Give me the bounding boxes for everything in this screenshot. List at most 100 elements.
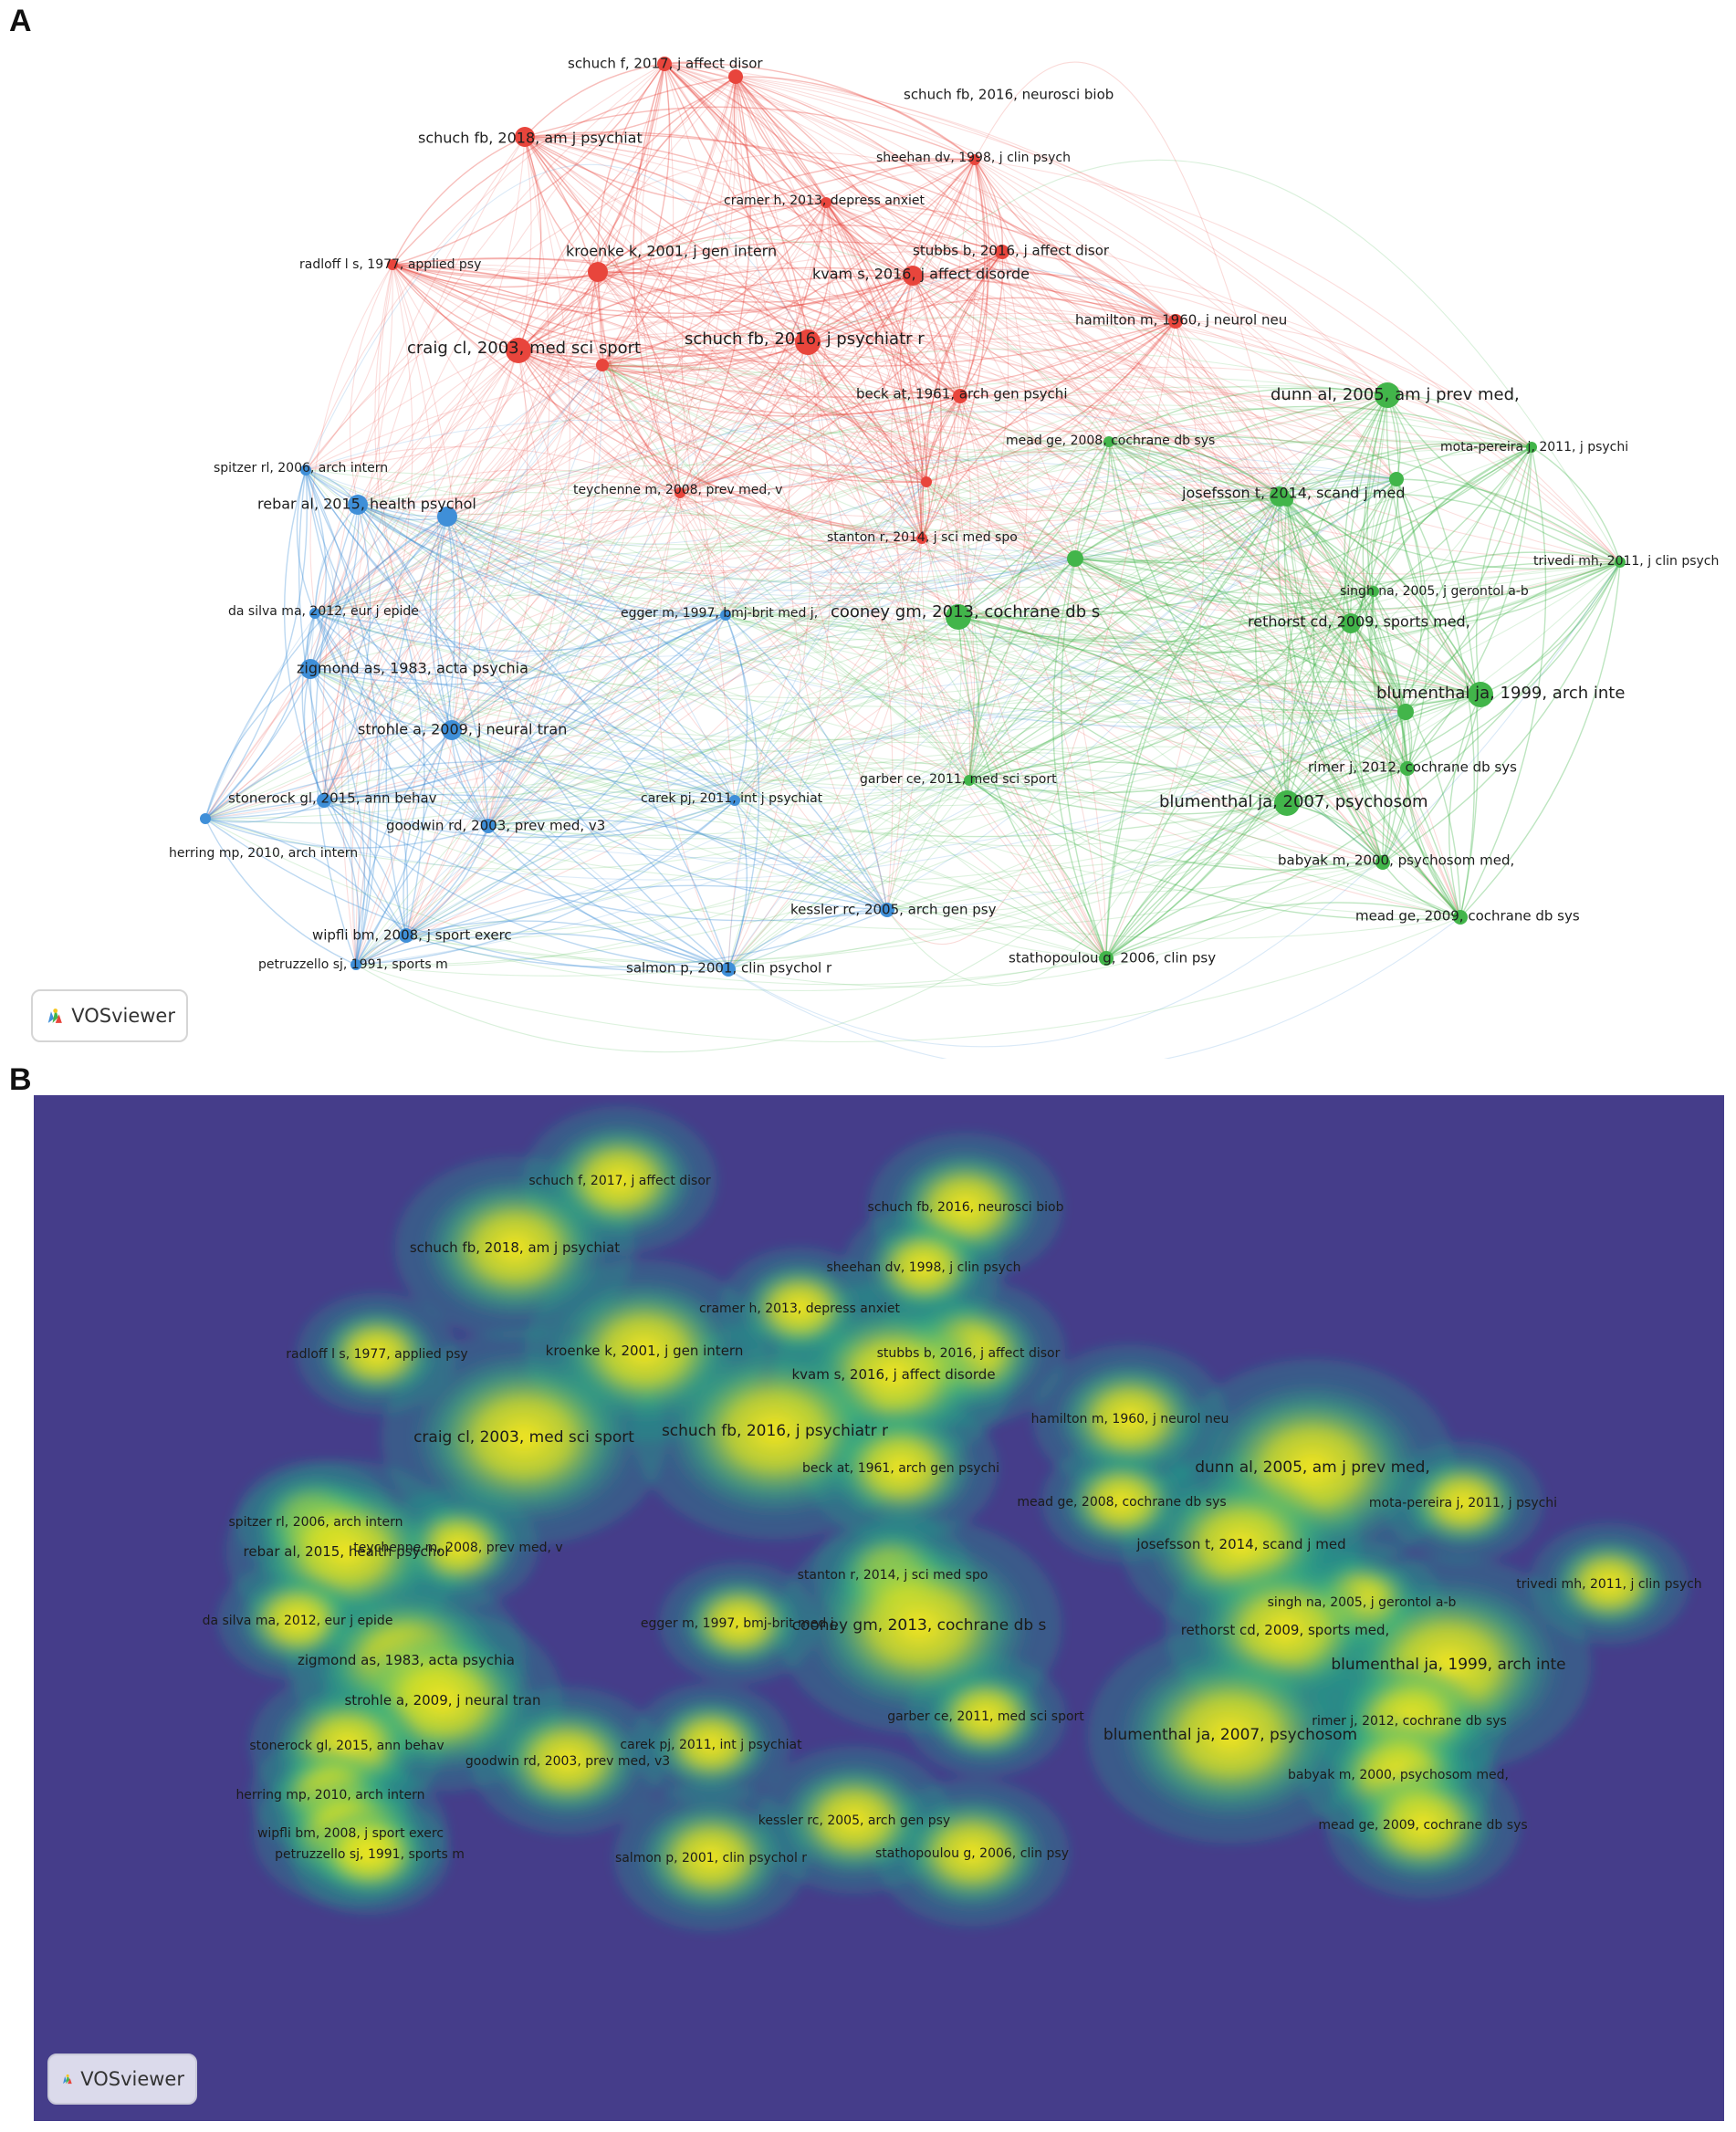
network-node[interactable] [1453,910,1468,925]
network-node[interactable] [795,329,821,355]
network-edge [601,364,1076,559]
network-node[interactable] [1368,586,1379,597]
network-node[interactable] [721,962,736,977]
network-edge [825,202,976,781]
network-node[interactable] [903,266,923,286]
network-edge [597,271,1384,863]
network-node[interactable] [1526,442,1537,453]
network-edge [968,779,1461,921]
network-node[interactable] [596,359,609,371]
network-node[interactable] [442,720,462,740]
network-node[interactable] [1099,951,1114,966]
network-node[interactable] [1375,382,1400,408]
network-node[interactable] [946,604,971,630]
network-node[interactable] [1389,472,1404,486]
network-edge [309,668,970,798]
network-node[interactable] [300,659,320,679]
network-node[interactable] [588,262,608,282]
network-node[interactable] [728,69,743,84]
network-node[interactable] [200,813,211,824]
network-edge [1286,499,1481,695]
network-edge [735,76,827,204]
network-edge [725,614,748,801]
network-edge [451,729,888,911]
network-node[interactable] [515,127,535,147]
network-edge [1052,558,1107,959]
network-edge [956,395,1107,959]
network-node[interactable] [1341,613,1361,633]
node-label: garber ce, 2011, med sci sport [860,772,1057,787]
network-edge [957,616,1384,863]
network-edge [1105,802,1288,959]
network-edge [355,701,1407,966]
node-label: rethorst cd, 2009, sports med, [1248,613,1470,631]
network-node[interactable] [437,507,457,527]
network-node[interactable] [1468,682,1493,707]
network-node[interactable] [821,197,831,208]
network-node[interactable] [675,487,685,498]
network-edge [734,751,1288,804]
network-node[interactable] [348,495,368,515]
network-node[interactable] [1615,557,1626,568]
network-edge [1459,446,1547,918]
vosviewer-logo-badge: VOSviewer [31,989,188,1042]
network-node[interactable] [1375,855,1390,870]
network-edge [405,492,681,936]
density-label: trivedi mh, 2011, j clin psych [1516,1577,1701,1592]
network-edge [487,341,809,827]
node-label: cramer h, 2013, depress anxiet [724,193,926,208]
network-edge [735,76,1288,501]
network-node[interactable] [1067,550,1083,567]
network-node[interactable] [350,959,361,970]
network-node[interactable] [921,476,932,487]
network-node[interactable] [387,259,398,270]
network-edge [597,271,1407,713]
network-node[interactable] [399,928,413,943]
network-edge [926,481,980,781]
network-edge [1105,902,1461,959]
network-edge [734,800,1107,959]
network-node[interactable] [506,338,531,363]
network-node[interactable] [317,793,331,808]
network-edge [314,492,681,614]
network-edge [323,800,736,839]
network-edge [727,558,1076,970]
network-node[interactable] [481,819,496,833]
network-node[interactable] [729,795,740,806]
network-edge [679,395,961,494]
network-node[interactable] [309,608,320,619]
network-node[interactable] [720,610,731,621]
network-visualization[interactable]: schuch f, 2017, j affect disor schuch fb,… [0,0,1736,1059]
network-edge [735,76,1375,592]
network-node[interactable] [953,389,967,403]
network-edge [323,557,1076,801]
network-edge [323,636,1481,801]
network-edge [968,478,1397,781]
network-node[interactable] [1397,704,1414,720]
network-node[interactable] [300,465,311,476]
network-node[interactable] [880,903,894,917]
network-edge [912,159,1621,563]
network-node[interactable] [1400,761,1415,776]
network-node[interactable] [1274,790,1300,816]
network-edge [1373,551,1621,592]
network-edge [405,802,1288,963]
network-node[interactable] [969,154,980,165]
network-node[interactable] [1168,314,1183,329]
network-edge [1286,711,1407,804]
network-edge [974,159,1621,563]
network-edge [323,504,371,801]
network-edge [357,504,448,521]
network-edge [524,136,1076,559]
network-edge [1286,499,1375,592]
network-node[interactable] [964,775,975,786]
network-node[interactable] [657,57,672,71]
network-node[interactable] [995,245,1009,259]
network-edge [309,264,393,614]
network-node[interactable] [1270,486,1290,507]
network-edge [597,271,1352,624]
network-edge [392,264,1177,368]
density-visualization[interactable]: schuch f, 2017, j affect disor schuch fb,… [34,1095,1724,2121]
network-node[interactable] [1103,436,1114,447]
network-node[interactable] [916,533,927,544]
